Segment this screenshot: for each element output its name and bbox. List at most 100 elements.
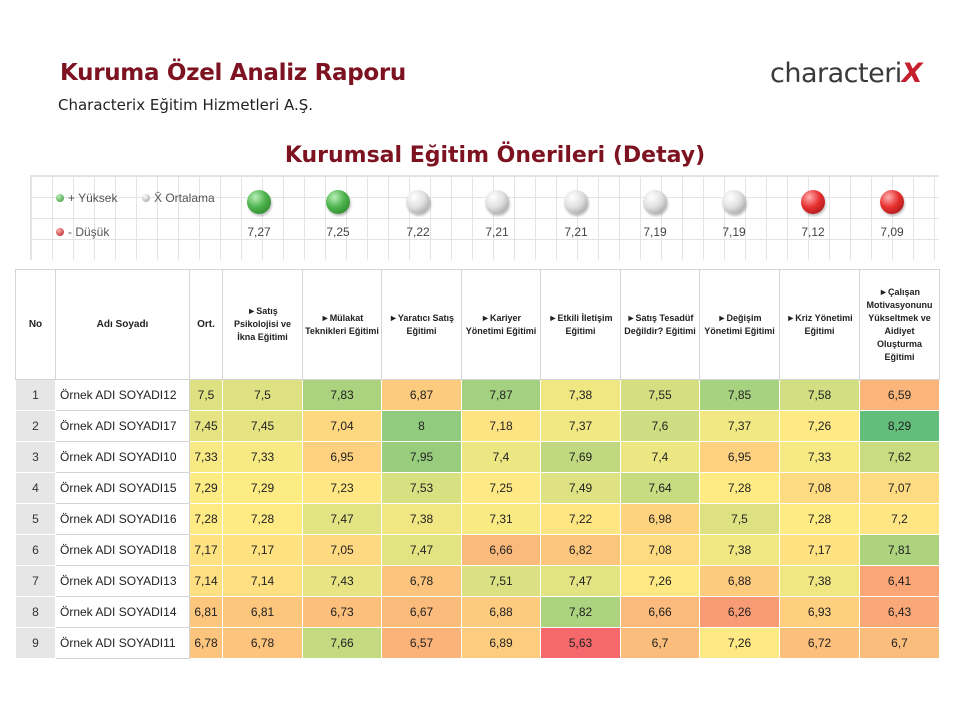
score-cell: 7,17 [779,534,860,566]
table-row: 3 Örnek ADI SOYADI10 7,33 7,33 6,95 7,95 7,4 7,… [15,441,940,473]
column-header-average: Ort. [189,269,223,380]
score-cell: 7,58 [779,379,860,411]
score-cell: 7,82 [540,596,621,628]
average-value: 7,22 [406,225,430,239]
average-value: 7,09 [880,225,904,239]
average-score: 7,14 [189,565,223,597]
score-cell: 7,5 [222,379,303,411]
score-cell: 7,53 [381,472,462,504]
score-cell: 7,14 [222,565,303,597]
column-header-training: ►Satış Tesadüf Değildir? Eğitimi [620,269,700,380]
person-name: Örnek ADI SOYADI14 [55,596,190,628]
score-cell: 7,38 [699,534,780,566]
score-cell: 6,7 [859,627,940,659]
score-cell: 7,25 [461,472,541,504]
table-row: 2 Örnek ADI SOYADI17 7,45 7,45 7,04 8 7,18 7,37… [15,410,940,442]
table-row: 7 Örnek ADI SOYADI13 7,14 7,14 7,43 6,78 7,51 7… [15,565,940,597]
white-ball-icon [142,194,150,202]
average-value: 7,27 [247,225,271,239]
column-header-training: ►Kriz Yönetimi Eğitimi [779,269,860,380]
column-header-name: Adı Soyadı [55,269,190,380]
score-cell: 7,23 [302,472,382,504]
score-cell: 7,26 [620,565,700,597]
score-cell: 7,18 [461,410,541,442]
score-cell: 7,22 [540,503,621,535]
score-cell: 7,47 [381,534,462,566]
average-score: 7,17 [189,534,223,566]
green-ball-icon [326,190,350,214]
score-cell: 6,66 [620,596,700,628]
score-cell: 7,4 [620,441,700,473]
score-cell: 7,31 [461,503,541,535]
legend-high-label: + Yüksek [68,191,118,205]
legend-low-label: - Düşük [68,225,110,239]
score-cell: 7,29 [222,472,303,504]
average-score: 6,78 [189,627,223,659]
white-ball-icon [722,190,746,214]
table-row: 9 Örnek ADI SOYADI11 6,78 6,78 7,66 6,57 6,89 5… [15,627,940,659]
score-cell: 7,47 [540,565,621,597]
row-number: 6 [15,534,56,566]
score-cell: 7,4 [461,441,541,473]
red-ball-icon [56,228,64,236]
score-cell: 6,66 [461,534,541,566]
score-cell: 7,38 [381,503,462,535]
score-cell: 8,29 [859,410,940,442]
average-score: 7,45 [189,410,223,442]
row-number: 3 [15,441,56,473]
person-name: Örnek ADI SOYADI15 [55,472,190,504]
score-cell: 7,2 [859,503,940,535]
score-cell: 6,78 [381,565,462,597]
score-cell: 7,08 [779,472,860,504]
average-value: 7,21 [564,225,588,239]
score-cell: 7,28 [222,503,303,535]
table-body: 1 Örnek ADI SOYADI12 7,5 7,5 7,83 6,87 7,87 7,3… [15,379,940,659]
score-cell: 6,43 [859,596,940,628]
score-cell: 6,95 [302,441,382,473]
column-header-training: ►Mülakat Teknikleri Eğitimi [302,269,382,380]
average-score: 7,28 [189,503,223,535]
score-cell: 6,89 [461,627,541,659]
column-header-training: ►Yaratıcı Satış Eğitimi [381,269,462,380]
score-cell: 7,28 [699,472,780,504]
score-cell: 7,33 [779,441,860,473]
score-cell: 7,62 [859,441,940,473]
score-cell: 7,37 [699,410,780,442]
score-cell: 6,88 [461,596,541,628]
table-row: 4 Örnek ADI SOYADI15 7,29 7,29 7,23 7,53 7,25 7… [15,472,940,504]
score-cell: 7,37 [540,410,621,442]
score-cell: 6,73 [302,596,382,628]
score-cell: 7,66 [302,627,382,659]
score-cell: 7,26 [779,410,860,442]
average-score: 7,33 [189,441,223,473]
legend-low: - Düşük [56,225,109,239]
averages-panel [30,175,939,260]
score-cell: 6,26 [699,596,780,628]
legend-average-label: X̄ Ortalama [154,191,215,205]
average-score: 7,29 [189,472,223,504]
white-ball-icon [564,190,588,214]
score-cell: 7,33 [222,441,303,473]
column-header-training: ►Etkili İletişim Eğitimi [540,269,621,380]
person-name: Örnek ADI SOYADI18 [55,534,190,566]
score-cell: 7,95 [381,441,462,473]
white-ball-icon [643,190,667,214]
score-cell: 7,38 [779,565,860,597]
score-cell: 7,83 [302,379,382,411]
white-ball-icon [406,190,430,214]
score-cell: 6,88 [699,565,780,597]
row-number: 4 [15,472,56,504]
column-header-training: ►Satış Psikolojisi ve İkna Eğitimi [222,269,303,380]
row-number: 5 [15,503,56,535]
score-cell: 7,43 [302,565,382,597]
row-number: 9 [15,627,56,659]
score-cell: 6,87 [381,379,462,411]
score-cell: 7,81 [859,534,940,566]
score-cell: 6,82 [540,534,621,566]
row-number: 8 [15,596,56,628]
person-name: Örnek ADI SOYADI11 [55,627,190,659]
column-header-no: No [15,269,56,380]
row-number: 1 [15,379,56,411]
table-row: 5 Örnek ADI SOYADI16 7,28 7,28 7,47 7,38 7,31 7… [15,503,940,535]
table-row: 1 Örnek ADI SOYADI12 7,5 7,5 7,83 6,87 7,87 7,3… [15,379,940,411]
